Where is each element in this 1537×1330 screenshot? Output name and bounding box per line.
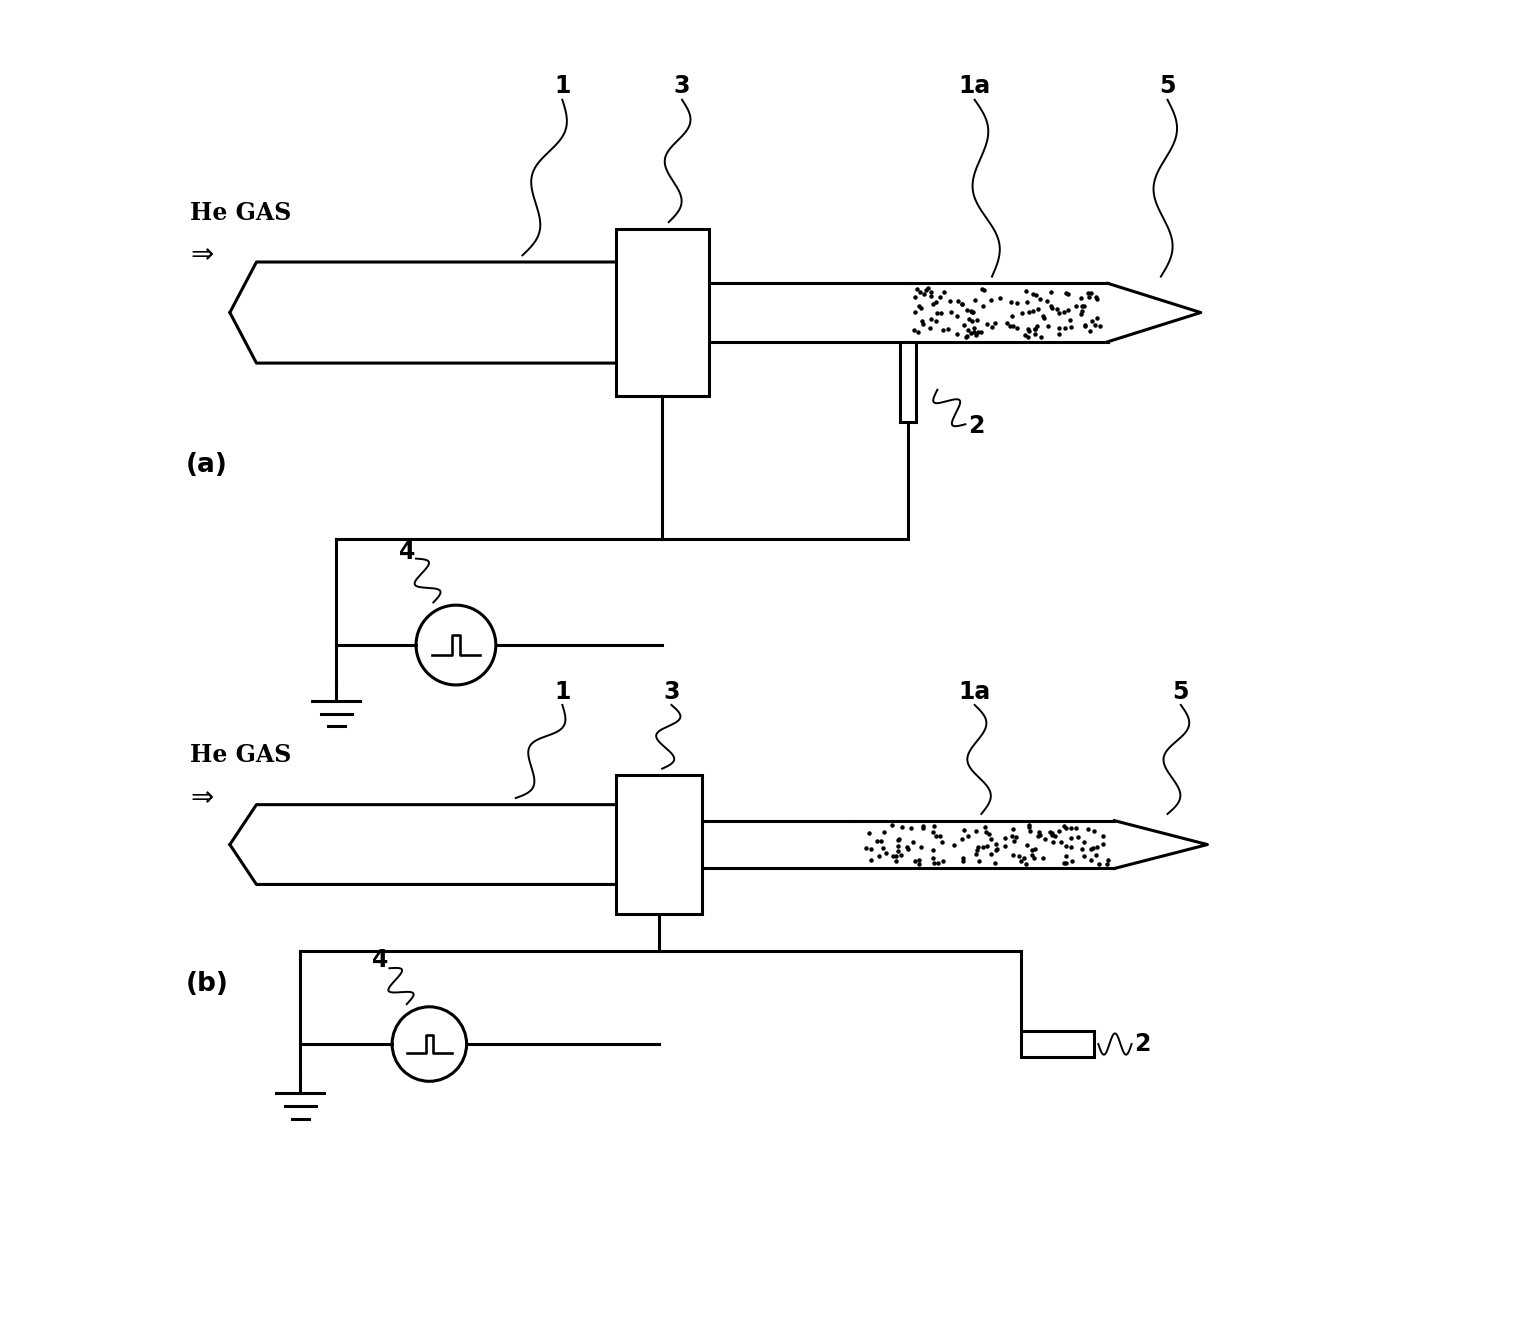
Bar bbox=[615, 229, 709, 396]
Text: 3: 3 bbox=[673, 74, 690, 98]
Polygon shape bbox=[1114, 821, 1208, 868]
Text: ⇒: ⇒ bbox=[191, 241, 214, 270]
Text: 5: 5 bbox=[1173, 680, 1190, 704]
Text: (b): (b) bbox=[186, 971, 229, 998]
Text: He GAS: He GAS bbox=[191, 201, 290, 225]
Bar bbox=[901, 342, 916, 422]
Text: He GAS: He GAS bbox=[191, 743, 290, 767]
Text: 5: 5 bbox=[1159, 74, 1176, 98]
Polygon shape bbox=[1108, 283, 1200, 342]
Text: 2: 2 bbox=[1134, 1032, 1151, 1056]
Polygon shape bbox=[231, 805, 615, 884]
Polygon shape bbox=[908, 283, 1108, 342]
Text: 1a: 1a bbox=[959, 74, 991, 98]
Polygon shape bbox=[231, 262, 615, 363]
Bar bbox=[1021, 1031, 1094, 1057]
Text: 3: 3 bbox=[662, 680, 679, 704]
Text: 1a: 1a bbox=[959, 680, 991, 704]
Polygon shape bbox=[702, 821, 855, 868]
Text: 4: 4 bbox=[372, 948, 389, 972]
Text: 4: 4 bbox=[398, 540, 415, 564]
Text: 2: 2 bbox=[968, 414, 984, 438]
Text: 1: 1 bbox=[555, 680, 570, 704]
Bar bbox=[615, 775, 702, 914]
Text: 1: 1 bbox=[555, 74, 570, 98]
Polygon shape bbox=[855, 821, 1114, 868]
Polygon shape bbox=[709, 283, 908, 342]
Text: ⇒: ⇒ bbox=[191, 783, 214, 813]
Text: (a): (a) bbox=[186, 452, 227, 479]
